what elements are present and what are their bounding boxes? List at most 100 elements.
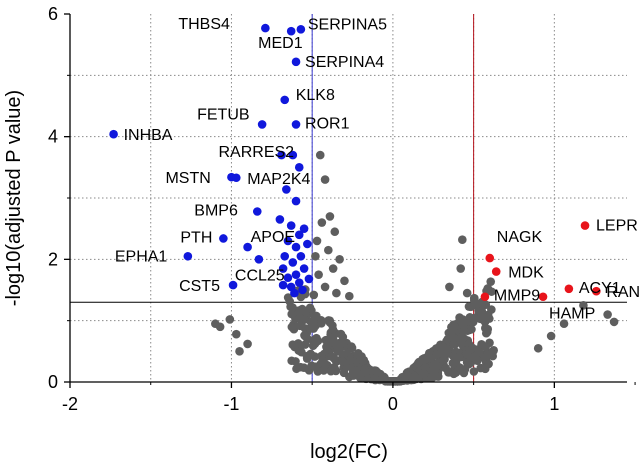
ns-point xyxy=(347,342,356,351)
gene-label-ror1: ROR1 xyxy=(305,115,350,132)
gene-label-nagk: NAGK xyxy=(497,229,543,246)
gene-point-rarres2 xyxy=(277,150,286,160)
significant-point xyxy=(286,221,296,230)
point-labels-layer: THBS4 MED1 SERPINA5 SERPINA4 FETUB KLK8 ROR1 IN… xyxy=(115,16,640,323)
significant-point xyxy=(275,215,285,224)
ns-point xyxy=(533,343,543,353)
ns-point xyxy=(373,368,382,377)
gene-point-mdk xyxy=(491,267,501,276)
gene-point-ran xyxy=(592,286,601,296)
y-tick-label: 2 xyxy=(48,249,58,269)
ns-point xyxy=(465,313,475,322)
gene-label-map2k4: MAP2K4 xyxy=(247,171,310,188)
ns-point xyxy=(338,338,347,348)
ns-point xyxy=(483,284,493,293)
ns-point xyxy=(315,150,325,160)
ns-point xyxy=(559,319,569,329)
ns-point xyxy=(488,347,498,356)
ns-point xyxy=(225,315,235,324)
gene-point-fetub xyxy=(257,120,267,129)
gene-point-klk8 xyxy=(280,95,290,105)
ns-point xyxy=(414,357,424,367)
ns-point xyxy=(340,276,349,286)
ns-point xyxy=(477,306,487,316)
gene-point-nagk xyxy=(485,253,495,263)
ns-point xyxy=(462,357,472,367)
gene-label-serpina4: SERPINA4 xyxy=(305,54,384,71)
gene-point-apoe xyxy=(243,242,252,252)
ns-point xyxy=(327,352,337,361)
ns-point xyxy=(292,364,301,374)
ns-point xyxy=(380,375,389,385)
ns-point xyxy=(328,325,338,334)
ns-point xyxy=(429,371,438,381)
ns-point xyxy=(288,340,298,350)
x-tick-label: 1 xyxy=(549,394,559,414)
ns-point xyxy=(479,313,489,322)
significant-point xyxy=(278,264,288,273)
ns-point xyxy=(449,333,458,343)
gene-label-pth: PTH xyxy=(180,229,212,246)
significant-point xyxy=(278,280,288,290)
ns-point xyxy=(300,331,310,341)
gene-point-acy1 xyxy=(564,284,574,294)
gene-label-hamp: HAMP xyxy=(549,306,595,323)
ns-point xyxy=(331,339,340,348)
ns-point xyxy=(296,292,306,302)
gene-label-acy1: ACY1 xyxy=(579,280,621,297)
ns-point xyxy=(456,363,465,373)
ns-point xyxy=(419,369,429,379)
ns-point xyxy=(299,363,309,373)
ns-point xyxy=(312,236,322,246)
gene-label-apoe: APOE xyxy=(251,229,295,246)
x-tick-label: -2 xyxy=(62,394,78,414)
significant-point xyxy=(296,251,306,261)
ns-point xyxy=(312,311,321,321)
gene-point-pth xyxy=(219,234,228,243)
ns-point xyxy=(320,175,330,184)
significant-point xyxy=(303,239,312,249)
ns-point xyxy=(480,364,490,374)
x-tick-label: -1 xyxy=(223,394,239,414)
ns-point xyxy=(356,370,365,380)
ns-point xyxy=(287,322,297,332)
y-axis-label: -log10(adjusted P value) xyxy=(3,90,25,306)
gene-label-bmp6: BMP6 xyxy=(194,202,238,219)
ns-point xyxy=(320,282,330,292)
gene-label-serpina5: SERPINA5 xyxy=(308,16,387,33)
axis-layer: -2 -1 0 1 0 2 4 6 xyxy=(48,4,636,414)
gene-point-cst5 xyxy=(228,280,238,290)
significant-point xyxy=(283,273,293,283)
y-tick-label: 4 xyxy=(48,127,58,147)
ns-point xyxy=(469,367,479,376)
gene-point-med1 xyxy=(286,26,296,36)
ns-point xyxy=(314,270,323,279)
ns-point xyxy=(322,346,332,356)
ns-point xyxy=(330,227,340,237)
gene-label-inhba: INHBA xyxy=(124,127,173,144)
ns-point xyxy=(295,313,305,323)
gene-label-epha1: EPHA1 xyxy=(115,248,168,265)
gene-point-lepr xyxy=(580,221,590,230)
ns-point xyxy=(328,264,338,273)
ns-point xyxy=(609,317,619,327)
significant-point xyxy=(291,242,301,252)
significant-point xyxy=(294,163,304,172)
significant-point xyxy=(288,258,298,267)
gene-label-ran: RAN xyxy=(606,284,640,301)
ns-point xyxy=(231,329,241,339)
x-tick-label: 0 xyxy=(388,394,398,414)
gene-point-map2k4 xyxy=(231,173,241,183)
ns-point xyxy=(318,356,327,365)
ns-point xyxy=(474,347,484,357)
significant-point xyxy=(299,224,309,233)
ns-point xyxy=(470,296,479,305)
ns-point xyxy=(472,356,482,365)
ns-point xyxy=(306,349,315,359)
ns-point xyxy=(579,301,588,310)
ns-point xyxy=(481,323,490,333)
ns-point xyxy=(454,352,464,362)
gene-point-ror1 xyxy=(291,120,301,129)
significant-point xyxy=(299,264,309,273)
